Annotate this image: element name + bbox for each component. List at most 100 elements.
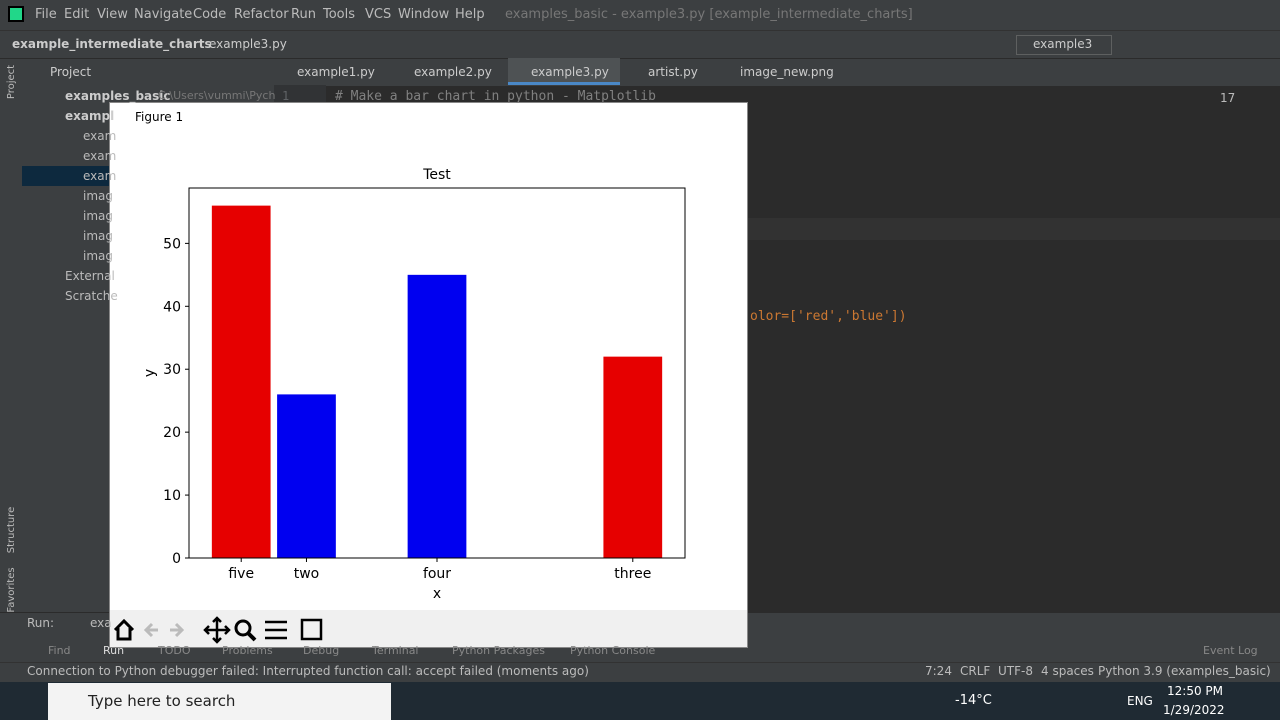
figure-title: Figure 1	[135, 110, 184, 124]
y-tick-label: 40	[163, 299, 181, 315]
status-item[interactable]: 7:24	[925, 664, 952, 678]
x-tick-label: three	[614, 566, 651, 582]
status-message: Connection to Python debugger failed: In…	[27, 664, 589, 678]
x-tick-label: two	[294, 566, 320, 582]
code-comment: # Make a bar chart in python - Matplotli…	[335, 89, 656, 104]
status-bar	[0, 662, 1280, 683]
editor-tab[interactable]: image_new.png	[740, 65, 834, 79]
left-stripe	[0, 85, 22, 612]
x-axis-label: x	[433, 586, 441, 602]
menu-item[interactable]: Help	[455, 7, 485, 22]
clock-date[interactable]: 1/29/2022	[1163, 703, 1225, 717]
x-tick-label: four	[423, 566, 451, 582]
menu-item[interactable]: Run	[291, 7, 316, 22]
run-tab[interactable]: exa	[90, 616, 112, 630]
tree-item[interactable]: C:\Users\vummi\Pych	[158, 89, 276, 102]
warning-count: 17	[1220, 91, 1236, 105]
search-box[interactable]	[48, 683, 391, 720]
tree-item[interactable]: imag	[83, 189, 113, 203]
run-config[interactable]: example3	[1033, 37, 1093, 51]
breadcrumb: example3.py	[209, 37, 287, 51]
menu-item[interactable]: Tools	[323, 7, 356, 22]
editor-tab[interactable]: example2.py	[414, 65, 492, 79]
bar	[211, 205, 271, 558]
pan-button[interactable]	[203, 616, 231, 644]
language[interactable]: ENG	[1127, 694, 1153, 708]
side-label[interactable]: Project	[6, 64, 17, 100]
zoom-button[interactable]	[234, 619, 252, 637]
tree-item[interactable]: exampl	[65, 109, 115, 123]
tree-item[interactable]: imag	[83, 209, 113, 223]
y-tick-label: 10	[163, 488, 181, 504]
editor-tab[interactable]: example3.py	[531, 65, 609, 79]
x-tick-label: five	[228, 566, 254, 582]
search-placeholder[interactable]: Type here to search	[88, 692, 236, 710]
y-tick-label: 0	[172, 551, 181, 567]
bar	[407, 274, 467, 558]
save-button[interactable]	[300, 618, 323, 641]
tool-tab[interactable]: Debug	[303, 644, 340, 657]
tool-tab[interactable]: TODO	[158, 644, 191, 657]
tool-tab[interactable]: Python Packages	[452, 644, 545, 657]
zoom-handle	[246, 631, 257, 642]
y-tick-label: 30	[163, 362, 181, 378]
tool-tab[interactable]: Event Log	[1203, 644, 1258, 657]
tool-tab[interactable]: Python Console	[570, 644, 656, 657]
tree-item[interactable]: exam	[83, 129, 117, 143]
tree-item[interactable]: exam	[83, 149, 117, 163]
tool-tab[interactable]: Problems	[222, 644, 273, 657]
toolbar-icons	[113, 616, 323, 644]
chart-title: Test	[422, 167, 451, 183]
menu-item[interactable]: Window	[398, 7, 450, 22]
window-title: examples_basic - example3.py [example_in…	[505, 7, 913, 22]
tab-bar	[0, 58, 1280, 86]
tree-item[interactable]: examples_basic	[65, 89, 171, 103]
y-axis-label: y	[142, 369, 158, 377]
menu-item[interactable]: Refactor	[234, 7, 289, 22]
y-tick-label: 20	[163, 425, 181, 441]
side-label[interactable]: Structure	[6, 506, 17, 554]
status-item[interactable]: 4 spaces	[1041, 664, 1094, 678]
editor-tab[interactable]: example1.py	[297, 65, 375, 79]
status-item[interactable]: CRLF	[960, 664, 991, 678]
chart: Test x y 0 10 20 30 40 50 five two four three	[142, 167, 686, 602]
breadcrumb: example_intermediate_charts	[12, 37, 212, 51]
config-button[interactable]	[265, 620, 287, 640]
title-bar	[0, 0, 1280, 30]
run-config-box[interactable]	[1016, 35, 1112, 55]
clock-time[interactable]: 12:50 PM	[1167, 684, 1223, 698]
axes-frame	[188, 187, 686, 559]
side-label[interactable]: Favorites	[6, 567, 17, 613]
forward-button[interactable]	[170, 622, 185, 638]
status-item[interactable]: UTF-8	[998, 664, 1033, 678]
panel-title[interactable]: Project	[50, 65, 92, 79]
bar	[277, 394, 336, 558]
menu-item[interactable]: File	[35, 7, 57, 22]
home-button[interactable]	[113, 618, 135, 641]
menu-item[interactable]: VCS	[365, 7, 392, 22]
tree-item[interactable]: External	[65, 269, 115, 283]
tool-tab[interactable]: Find	[48, 644, 71, 657]
app-icon	[8, 6, 24, 22]
menu-item[interactable]: Edit	[64, 7, 90, 22]
editor-tab[interactable]: artist.py	[648, 65, 698, 79]
back-button[interactable]	[143, 622, 158, 638]
code-line: olor=['red','blue'])	[750, 309, 907, 324]
tree-item[interactable]: exam	[83, 169, 117, 183]
weather: -14°C	[955, 693, 992, 708]
tree-item[interactable]: imag	[83, 229, 113, 243]
menu-item[interactable]: Code	[193, 7, 227, 22]
menu-item[interactable]: View	[97, 7, 128, 22]
line-number: 1	[282, 89, 290, 103]
status-item[interactable]: Python 3.9 (examples_basic)	[1098, 664, 1271, 678]
menu-item[interactable]: Navigate	[134, 7, 193, 22]
tree-item[interactable]: imag	[83, 249, 113, 263]
bar	[603, 356, 663, 558]
run-label: Run:	[27, 616, 55, 630]
tool-tab[interactable]: Run	[103, 644, 125, 657]
tree-item[interactable]: Scratche	[65, 289, 118, 303]
active-tab	[508, 58, 620, 85]
tool-tab[interactable]: Terminal	[372, 644, 419, 657]
y-tick-label: 50	[163, 236, 181, 252]
